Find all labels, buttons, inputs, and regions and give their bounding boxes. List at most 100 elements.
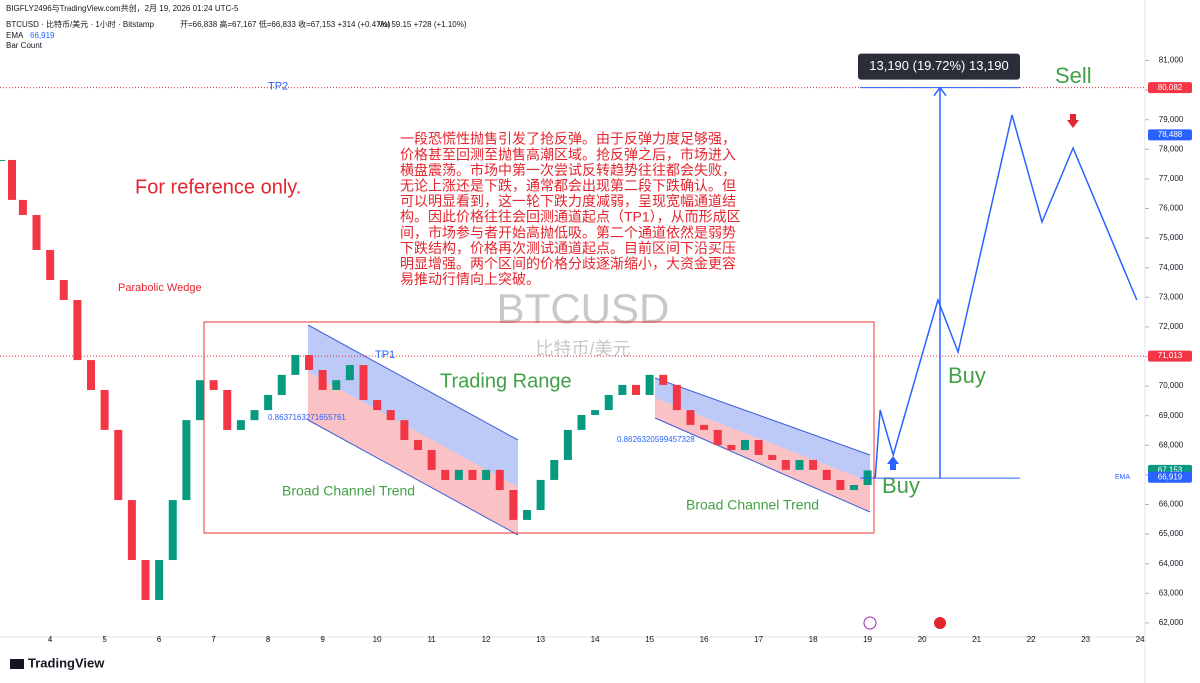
candle [114, 429, 123, 501]
candle [700, 424, 709, 430]
y-tick-label: 78,000 [1159, 144, 1184, 153]
y-tick-label: 70,000 [1159, 381, 1184, 390]
price-tag-label: 66,919 [1158, 472, 1183, 481]
y-tick-label: 64,000 [1159, 559, 1184, 568]
candle [59, 279, 68, 300]
buy-arrow [887, 456, 899, 470]
candle [196, 380, 205, 421]
buy-label: Buy [948, 363, 986, 388]
symbol: BTCUSD · 比特币/美元 · 1小时 · Bitstamp [6, 19, 155, 29]
x-tick-label: 20 [918, 635, 927, 644]
candle [522, 509, 531, 520]
y-tick-label: 75,000 [1159, 233, 1184, 242]
channel-line [654, 377, 871, 456]
candle [250, 410, 259, 421]
candle [768, 454, 777, 460]
candle [468, 469, 477, 480]
x-tick-label: 17 [754, 635, 763, 644]
x-tick-label: 14 [591, 635, 600, 644]
candle [618, 384, 627, 395]
note-line: 价格甚至回测至抛售高潮区域。抢反弹之后，市场进入 [400, 146, 736, 162]
x-tick-label: 10 [373, 635, 382, 644]
candle [223, 389, 232, 430]
measure-arrow [933, 86, 947, 97]
candle [264, 394, 273, 411]
fib-label: 0.8637163271655761 [268, 413, 346, 422]
logo-mark [10, 659, 24, 669]
y-tick-label: 76,000 [1159, 204, 1184, 213]
candle [400, 420, 409, 440]
y-tick-label: 74,000 [1159, 263, 1184, 272]
channel-label: Broad Channel Trend [282, 483, 415, 499]
candle [809, 459, 818, 470]
ema-tag: EMA [1115, 474, 1131, 481]
y-tick-label: 65,000 [1159, 529, 1184, 538]
candle [318, 369, 327, 390]
candle [18, 199, 27, 216]
x-tick-label: 12 [482, 635, 491, 644]
x-tick-label: 24 [1136, 635, 1145, 644]
candle [672, 384, 681, 411]
candle [495, 469, 504, 491]
candle [277, 374, 286, 395]
x-tick-label: 7 [211, 635, 216, 644]
candle [0, 159, 6, 161]
candle [182, 420, 191, 501]
x-tick-label: 13 [536, 635, 545, 644]
level-label: TP2 [268, 81, 288, 93]
channel-line [307, 324, 519, 441]
y-tick-label: 69,000 [1159, 411, 1184, 420]
price-tag-label: 71,013 [1158, 351, 1183, 360]
channel-label: Broad Channel Trend [686, 497, 819, 513]
y-tick-label: 72,000 [1159, 322, 1184, 331]
candle [32, 215, 41, 250]
y-tick-label: 63,000 [1159, 588, 1184, 597]
range-box [203, 321, 875, 534]
candle [305, 355, 314, 370]
projection-line [874, 114, 1138, 479]
sell-label: Sell [1055, 63, 1092, 88]
candle [373, 400, 382, 411]
note-line: 下跌结构，价格再次测试通道起点。目前区间下沿买压 [400, 240, 736, 256]
y-tick-label: 68,000 [1159, 440, 1184, 449]
volume: Vol 59.15 +728 (+1.10%) [378, 20, 467, 29]
note-line: 横盘震荡。市场中第一次尝试反转趋势往往都会失败， [400, 162, 736, 178]
sell-arrow [1067, 114, 1079, 128]
y-tick-label: 62,000 [1159, 618, 1184, 627]
candle [413, 439, 422, 451]
price-tag-label: 80,082 [1158, 83, 1183, 92]
x-tick-label: 19 [863, 635, 872, 644]
ohlc: 开=66,838 高=67,167 低=66,833 收=67,153 +314… [180, 19, 391, 29]
candle [427, 450, 436, 470]
event-icon [863, 616, 877, 630]
candle [550, 459, 559, 480]
candle [291, 355, 300, 375]
candle [604, 394, 613, 411]
note: 一段恐慌性抛售引发了抢反弹。由于反弹力度足够强，价格甚至回测至抛售高潮区域。抢反… [400, 131, 741, 287]
price-tag [1148, 82, 1192, 94]
x-tick-label: 11 [427, 635, 436, 644]
price-tag [1148, 350, 1192, 362]
candle [155, 560, 164, 600]
wedge-label: Parabolic Wedge [118, 282, 202, 294]
candle [509, 490, 518, 520]
candle [713, 429, 722, 446]
channel-upper [655, 378, 870, 482]
candle [332, 380, 341, 390]
candle [127, 500, 136, 561]
y-tick-label: 79,000 [1159, 115, 1184, 124]
y-tick-label: 81,000 [1159, 56, 1184, 65]
ema-value: 66,919 [30, 31, 55, 40]
x-tick-label: 9 [320, 635, 325, 644]
candle [686, 410, 695, 425]
channel-lower [308, 372, 518, 535]
candle [591, 410, 600, 415]
candle [73, 299, 82, 361]
price-tag-label: 78,488 [1158, 130, 1183, 139]
candle [441, 469, 450, 480]
candle [345, 365, 354, 381]
range-label: Trading Range [440, 370, 572, 392]
candle [577, 414, 586, 430]
candle [7, 159, 16, 200]
note-line: 明显增强。两个区间的价格分歧逐渐缩小，大资金更容 [400, 256, 736, 272]
